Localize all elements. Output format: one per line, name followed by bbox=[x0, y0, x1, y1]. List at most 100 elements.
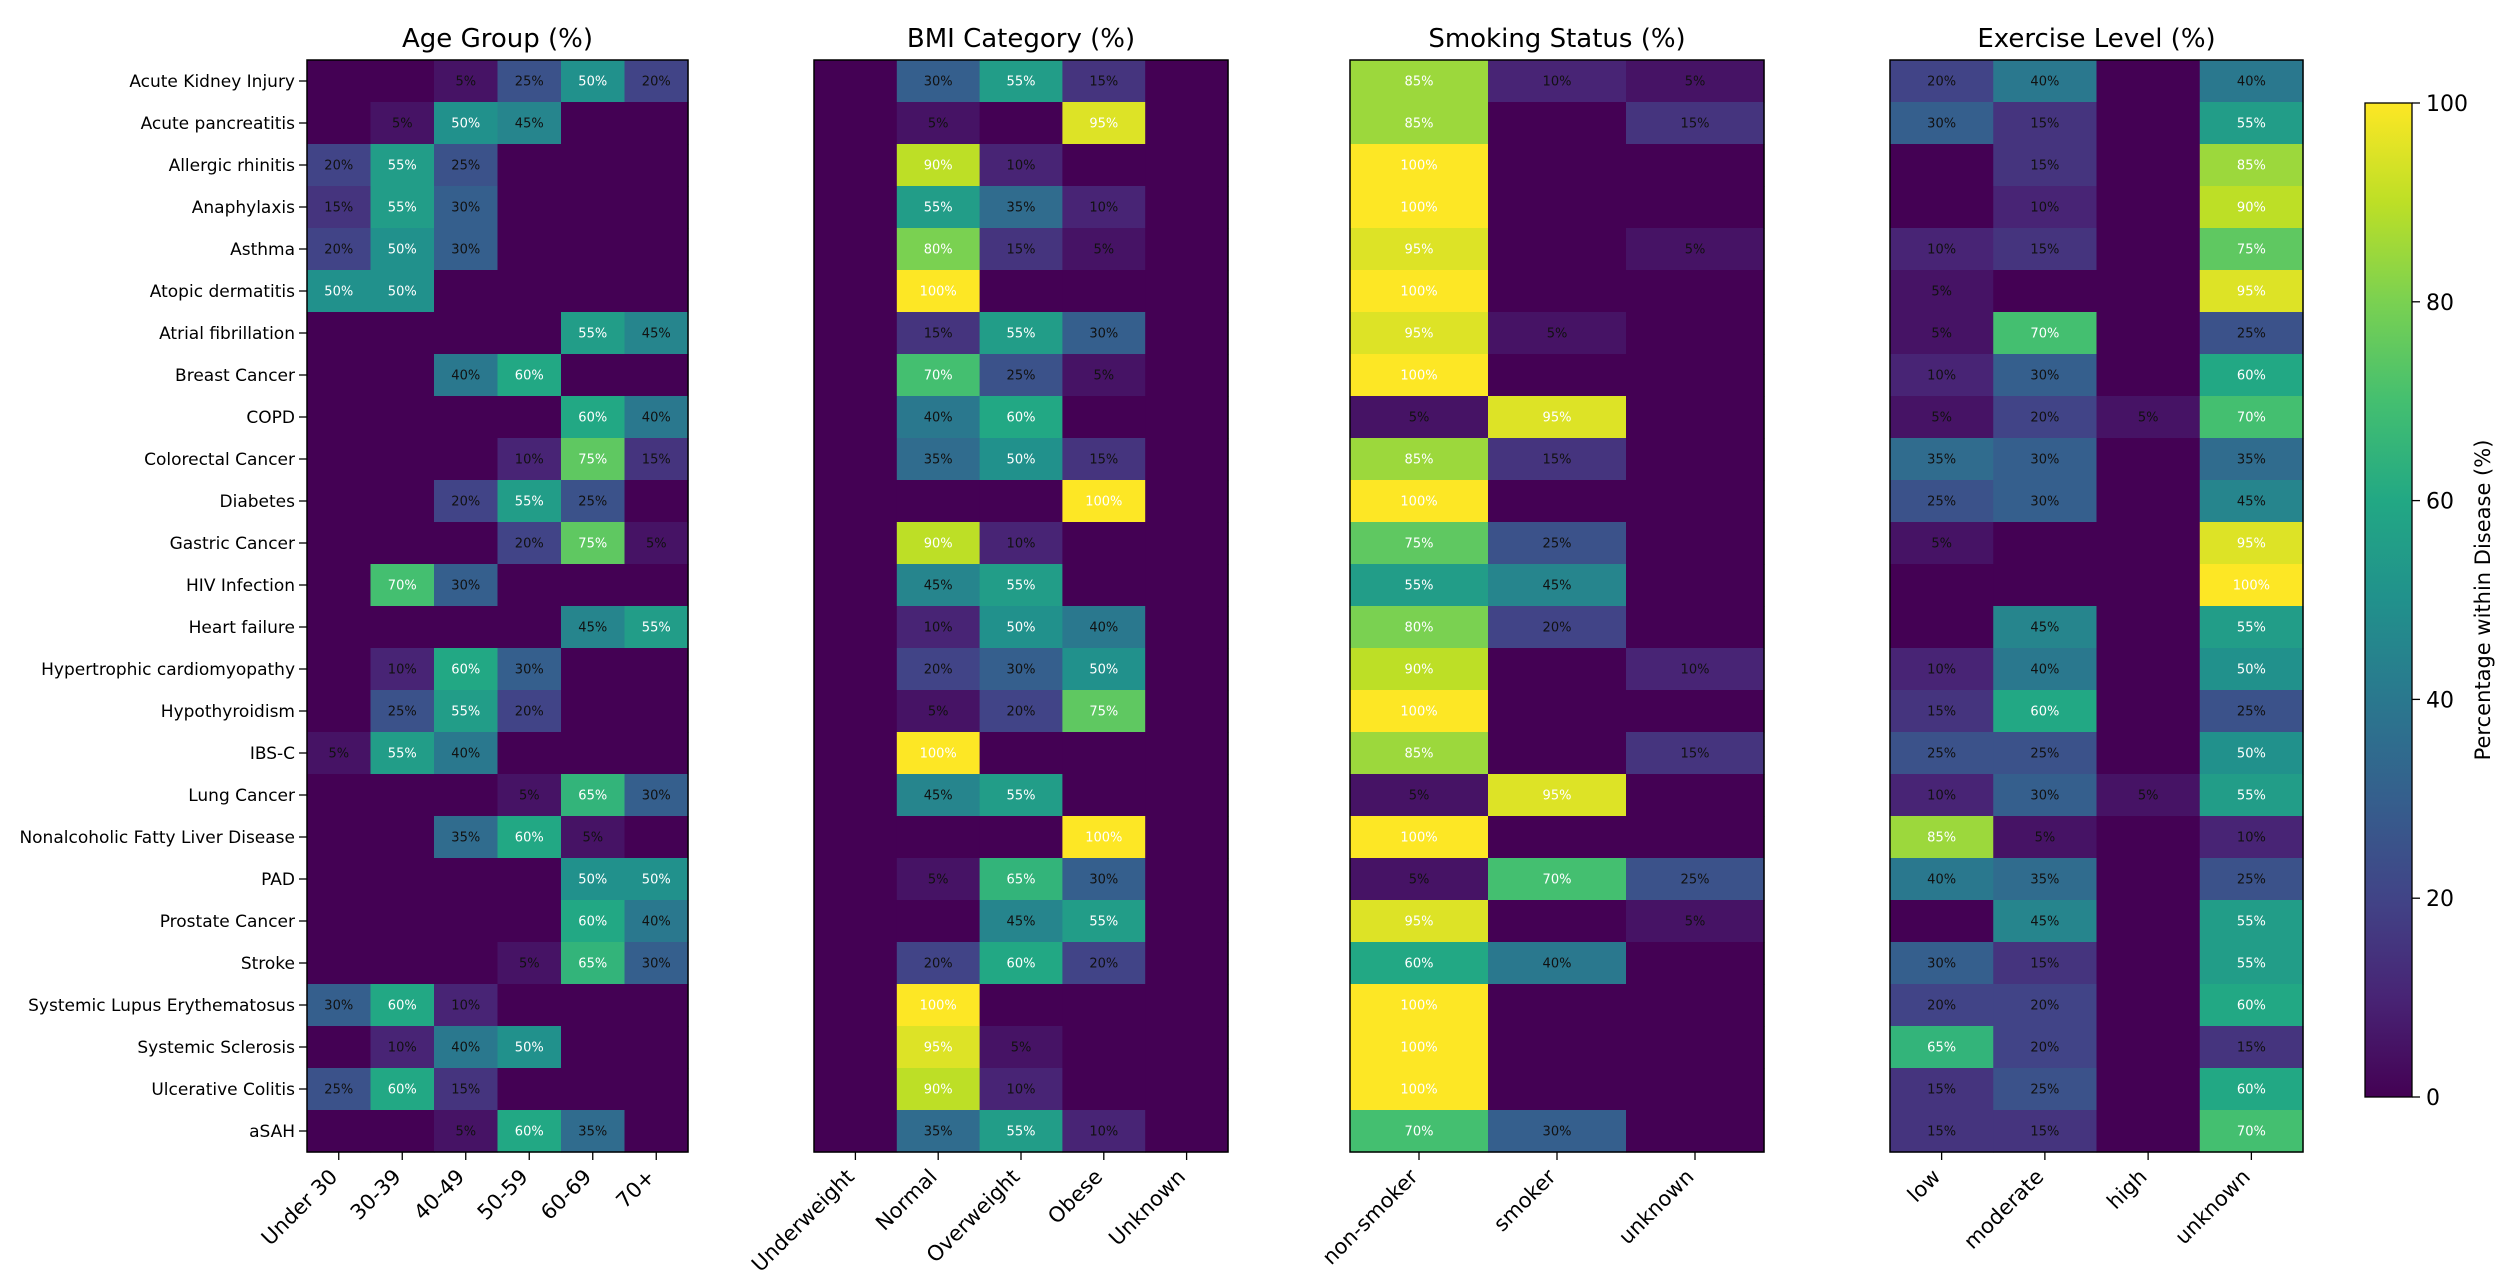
cell-label: 30% bbox=[451, 243, 480, 258]
cell-label: 25% bbox=[1927, 747, 1956, 762]
heatmap-cell bbox=[1062, 438, 1146, 481]
cell-label: 30% bbox=[642, 789, 671, 804]
heatmap-cell bbox=[1145, 228, 1229, 271]
heatmap-cell bbox=[434, 186, 499, 229]
heatmap-cell bbox=[1626, 900, 1765, 943]
cell-label: 55% bbox=[388, 201, 417, 216]
heatmap-cell bbox=[1488, 438, 1627, 481]
heatmap-cell bbox=[1890, 480, 1994, 523]
heatmap-cell bbox=[1062, 228, 1146, 271]
heatmap-cell bbox=[896, 186, 981, 229]
heatmap-cell bbox=[1350, 942, 1489, 985]
heatmap-cell bbox=[1062, 1068, 1146, 1111]
cell-label: 100% bbox=[1400, 285, 1437, 300]
heatmap-cell bbox=[1145, 984, 1229, 1027]
heatmap-cell bbox=[2199, 102, 2304, 145]
cell-label: 70% bbox=[388, 579, 417, 594]
heatmap-cell bbox=[1890, 354, 1994, 397]
heatmap-cell bbox=[2199, 774, 2304, 817]
heatmap-cell bbox=[497, 228, 562, 271]
heatmap-cell bbox=[1488, 396, 1627, 439]
y-tick-label: Stroke bbox=[241, 954, 295, 974]
cell-label: 15% bbox=[324, 201, 353, 216]
heatmap-cell bbox=[1626, 270, 1765, 313]
heatmap-cell bbox=[979, 858, 1063, 901]
heatmap-cell bbox=[1993, 690, 2098, 733]
cell-label: 10% bbox=[1681, 663, 1710, 678]
heatmap-cell bbox=[307, 858, 372, 901]
heatmap-cell bbox=[1350, 60, 1489, 103]
heatmap-cell bbox=[2096, 102, 2201, 145]
heatmap-cell bbox=[814, 354, 898, 397]
heatmap-cell bbox=[2199, 522, 2304, 565]
heatmap-cell bbox=[1488, 816, 1627, 859]
heatmap-cell bbox=[497, 144, 562, 187]
y-tick-label: Systemic Lupus Erythematosus bbox=[28, 996, 295, 1016]
heatmap-cell bbox=[1626, 186, 1765, 229]
heatmap-cell bbox=[979, 690, 1063, 733]
heatmap-cell bbox=[624, 438, 689, 481]
heatmap-cell bbox=[434, 942, 499, 985]
heatmap-cell bbox=[1890, 270, 1994, 313]
heatmap-cell bbox=[1488, 606, 1627, 649]
heatmap-cell bbox=[497, 648, 562, 691]
heatmap-cell bbox=[1488, 60, 1627, 103]
heatmap-cell bbox=[1350, 606, 1489, 649]
cell-label: 5% bbox=[519, 789, 540, 804]
heatmap-cell bbox=[979, 480, 1063, 523]
heatmap-cell bbox=[370, 984, 435, 1027]
cell-label: 90% bbox=[924, 159, 953, 174]
cell-label: 85% bbox=[1405, 453, 1434, 468]
cell-label: 50% bbox=[1007, 621, 1036, 636]
heatmap-cell bbox=[1626, 396, 1765, 439]
heatmap-cell bbox=[2199, 480, 2304, 523]
cell-label: 55% bbox=[1007, 75, 1036, 90]
heatmap-cell bbox=[814, 942, 898, 985]
heatmap-cell bbox=[1626, 1110, 1765, 1153]
cell-label: 55% bbox=[388, 747, 417, 762]
heatmap-cell bbox=[1350, 144, 1489, 187]
heatmap-cell bbox=[434, 648, 499, 691]
cell-label: 5% bbox=[1409, 789, 1430, 804]
heatmap-cell bbox=[1890, 732, 1994, 775]
cell-label: 20% bbox=[515, 537, 544, 552]
cell-label: 10% bbox=[388, 1041, 417, 1056]
heatmap-cell bbox=[561, 858, 626, 901]
heatmap-cell bbox=[814, 438, 898, 481]
heatmap-cell bbox=[1145, 354, 1229, 397]
cell-label: 10% bbox=[1927, 369, 1956, 384]
heatmap-cell bbox=[2096, 522, 2201, 565]
heatmap-cell bbox=[1145, 732, 1229, 775]
heatmap-cell bbox=[1350, 186, 1489, 229]
cell-label: 55% bbox=[2237, 621, 2266, 636]
y-tick-label: Acute Kidney Injury bbox=[129, 72, 295, 92]
heatmap-cell bbox=[979, 438, 1063, 481]
heatmap-cell bbox=[2096, 732, 2201, 775]
colorbar-tick-label: 80 bbox=[2426, 291, 2454, 316]
heatmap-cell bbox=[624, 480, 689, 523]
heatmap-cell bbox=[624, 648, 689, 691]
heatmap-cell bbox=[1145, 522, 1229, 565]
heatmap-cell bbox=[2199, 942, 2304, 985]
heatmap-cell bbox=[1993, 900, 2098, 943]
heatmap-cell bbox=[979, 564, 1063, 607]
heatmap-cell bbox=[1488, 102, 1627, 145]
heatmap-cell bbox=[896, 984, 981, 1027]
cell-label: 5% bbox=[2035, 831, 2056, 846]
y-tick-label: Atopic dermatitis bbox=[150, 282, 295, 302]
cell-label: 10% bbox=[1007, 1083, 1036, 1098]
cell-label: 100% bbox=[2233, 579, 2270, 594]
heatmap-cell bbox=[307, 354, 372, 397]
cell-label: 5% bbox=[1093, 369, 1114, 384]
heatmap-cell bbox=[1350, 354, 1489, 397]
cell-label: 75% bbox=[578, 537, 607, 552]
cell-label: 25% bbox=[2030, 747, 2059, 762]
heatmap-cell bbox=[979, 984, 1063, 1027]
heatmap-cell bbox=[896, 354, 981, 397]
heatmap-cell bbox=[979, 774, 1063, 817]
cell-label: 5% bbox=[1685, 75, 1706, 90]
cell-label: 50% bbox=[2237, 663, 2266, 678]
heatmap-cell bbox=[896, 900, 981, 943]
cell-label: 40% bbox=[1543, 957, 1572, 972]
cell-label: 30% bbox=[1089, 327, 1118, 342]
